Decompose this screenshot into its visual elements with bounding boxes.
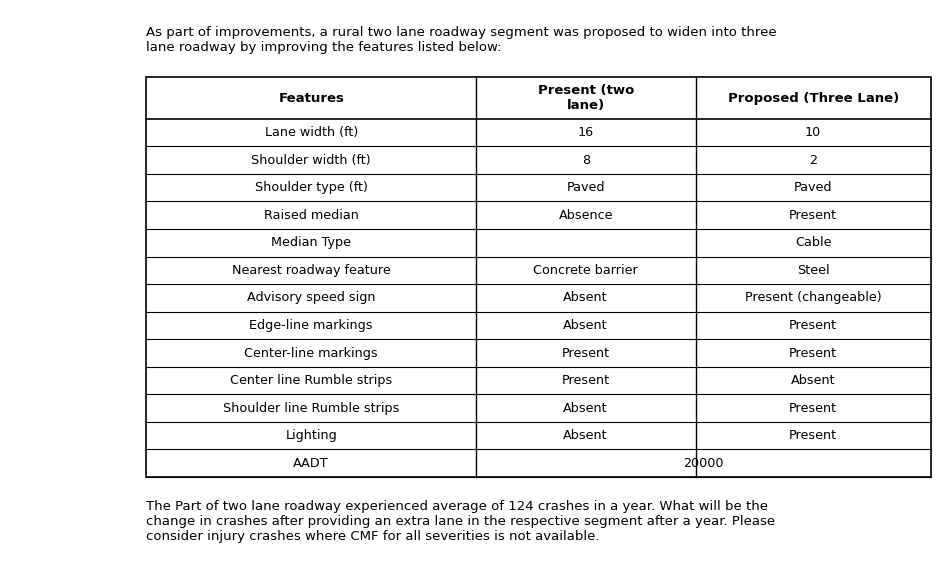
Text: Shoulder type (ft): Shoulder type (ft) bbox=[255, 181, 367, 194]
Text: Present: Present bbox=[788, 402, 836, 414]
Text: Lighting: Lighting bbox=[285, 429, 337, 442]
Text: Steel: Steel bbox=[796, 264, 829, 277]
Text: Lane width (ft): Lane width (ft) bbox=[264, 126, 358, 139]
Text: 8: 8 bbox=[582, 154, 589, 166]
Text: Absent: Absent bbox=[563, 402, 607, 414]
Text: Absent: Absent bbox=[790, 374, 834, 387]
Text: Raised median: Raised median bbox=[263, 209, 358, 222]
Text: 20000: 20000 bbox=[683, 457, 723, 470]
Text: Shoulder width (ft): Shoulder width (ft) bbox=[251, 154, 371, 166]
Text: Absent: Absent bbox=[563, 429, 607, 442]
Text: As part of improvements, a rural two lane roadway segment was proposed to widen : As part of improvements, a rural two lan… bbox=[146, 26, 776, 54]
Text: Concrete barrier: Concrete barrier bbox=[532, 264, 637, 277]
Text: Proposed (Three Lane): Proposed (Three Lane) bbox=[727, 92, 898, 104]
Text: AADT: AADT bbox=[293, 457, 329, 470]
Text: Present: Present bbox=[788, 319, 836, 332]
Text: Absent: Absent bbox=[563, 319, 607, 332]
Text: Advisory speed sign: Advisory speed sign bbox=[246, 292, 375, 304]
Text: Present: Present bbox=[561, 374, 609, 387]
Text: Edge-line markings: Edge-line markings bbox=[249, 319, 373, 332]
Text: Cable: Cable bbox=[794, 236, 831, 249]
Text: Present: Present bbox=[788, 429, 836, 442]
Text: Center line Rumble strips: Center line Rumble strips bbox=[229, 374, 392, 387]
Text: Paved: Paved bbox=[793, 181, 832, 194]
Text: Absence: Absence bbox=[558, 209, 613, 222]
Text: Paved: Paved bbox=[565, 181, 604, 194]
Text: The Part of two lane roadway experienced average of 124 crashes in a year. What : The Part of two lane roadway experienced… bbox=[146, 500, 775, 543]
Text: Center-line markings: Center-line markings bbox=[244, 347, 378, 359]
Text: Present (two
lane): Present (two lane) bbox=[537, 84, 633, 112]
Text: Median Type: Median Type bbox=[271, 236, 351, 249]
Text: Present: Present bbox=[561, 347, 609, 359]
Text: Absent: Absent bbox=[563, 292, 607, 304]
Text: 10: 10 bbox=[804, 126, 820, 139]
Text: Features: Features bbox=[278, 92, 344, 104]
Text: Present: Present bbox=[788, 209, 836, 222]
Text: 2: 2 bbox=[808, 154, 817, 166]
Text: Present: Present bbox=[788, 347, 836, 359]
Text: Nearest roadway feature: Nearest roadway feature bbox=[231, 264, 390, 277]
Text: Present (changeable): Present (changeable) bbox=[744, 292, 881, 304]
Text: 16: 16 bbox=[577, 126, 593, 139]
Text: Shoulder line Rumble strips: Shoulder line Rumble strips bbox=[223, 402, 399, 414]
